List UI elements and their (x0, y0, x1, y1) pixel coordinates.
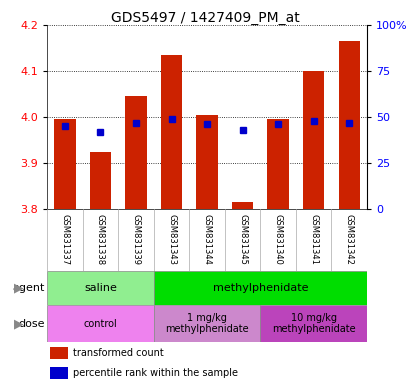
Bar (160, 55, 182, 209)
Bar (302, 71, 324, 209)
Text: dose: dose (18, 318, 45, 329)
Text: agent: agent (13, 283, 45, 293)
Bar (47, 305, 153, 342)
Bar (50, 347, 68, 359)
Text: GSM831339: GSM831339 (131, 214, 140, 265)
Text: GSM831345: GSM831345 (238, 214, 247, 265)
Text: GSM831344: GSM831344 (202, 214, 211, 265)
Text: control: control (83, 318, 117, 329)
Text: GSM831340: GSM831340 (273, 214, 282, 265)
Bar (153, 305, 260, 342)
Text: percentile rank within the sample: percentile rank within the sample (72, 367, 237, 377)
Text: GSM831343: GSM831343 (166, 214, 175, 265)
Bar (196, 115, 217, 209)
Bar (47, 271, 153, 305)
Text: transformed count: transformed count (72, 348, 163, 358)
Text: GDS5497 / 1427409_PM_at: GDS5497 / 1427409_PM_at (110, 11, 299, 25)
Text: saline: saline (84, 283, 117, 293)
Text: methylphenidate: methylphenidate (212, 283, 307, 293)
Text: 1 mg/kg
methylphenidate: 1 mg/kg methylphenidate (165, 313, 248, 334)
Text: 10 mg/kg
methylphenidate: 10 mg/kg methylphenidate (271, 313, 355, 334)
Bar (153, 271, 366, 305)
Text: GSM831338: GSM831338 (96, 214, 105, 265)
Bar (267, 119, 288, 209)
Text: GSM831337: GSM831337 (60, 214, 69, 265)
Text: GSM831341: GSM831341 (308, 214, 317, 265)
Text: ▶: ▶ (14, 281, 24, 295)
Bar (231, 202, 253, 209)
Text: GSM831342: GSM831342 (344, 214, 353, 265)
Bar (125, 96, 146, 209)
Bar (338, 41, 359, 209)
Text: ▶: ▶ (14, 317, 24, 330)
Bar (90, 152, 111, 209)
Bar (260, 305, 366, 342)
Bar (50, 367, 68, 379)
Bar (54, 119, 75, 209)
